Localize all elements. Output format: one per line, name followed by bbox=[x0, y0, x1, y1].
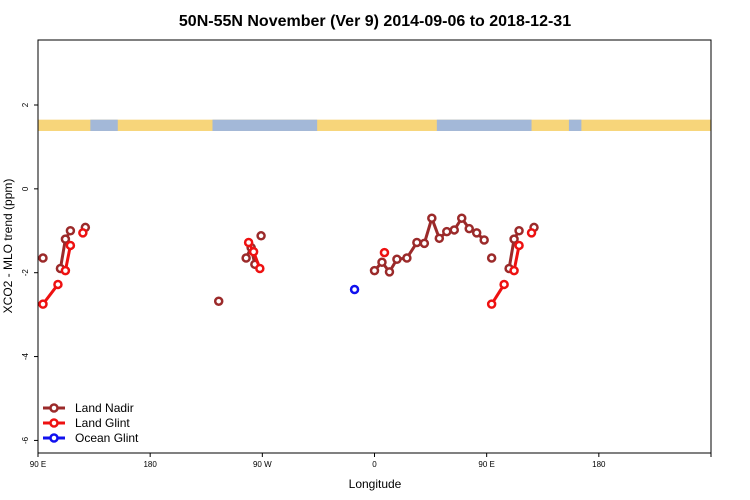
data-point bbox=[377, 257, 387, 267]
data-point bbox=[434, 233, 445, 244]
y-tick-label: -6 bbox=[21, 436, 30, 444]
data-point bbox=[38, 253, 48, 263]
data-point bbox=[471, 228, 482, 238]
y-axis-label: XCO2 - MLO trend (ppm) bbox=[1, 179, 15, 314]
data-point bbox=[349, 284, 360, 295]
y-axis: 2 0 -2 -4 -6 bbox=[21, 102, 38, 444]
data-point bbox=[392, 254, 402, 265]
x-tick-label: 90 E bbox=[478, 460, 494, 469]
data-point bbox=[256, 231, 266, 241]
ocean-band-2 bbox=[436, 119, 532, 131]
data-point bbox=[60, 265, 71, 276]
data-point bbox=[449, 225, 460, 235]
legend-label: Ocean Glint bbox=[75, 431, 139, 445]
y-tick-label: 2 bbox=[21, 102, 30, 107]
x-tick-label: 0 bbox=[372, 460, 377, 469]
data-point bbox=[379, 247, 390, 258]
data-point bbox=[255, 263, 265, 274]
data-point bbox=[486, 253, 497, 263]
legend-label: Land Glint bbox=[75, 416, 130, 430]
land-band bbox=[38, 119, 711, 131]
ocean-band-1 bbox=[212, 119, 318, 131]
data-point bbox=[419, 238, 430, 249]
data-point bbox=[456, 213, 467, 223]
y-tick-label: 0 bbox=[21, 186, 30, 191]
data-point bbox=[427, 213, 437, 223]
x-tick-label: 90 E bbox=[30, 460, 46, 469]
data-point bbox=[78, 228, 88, 238]
data-point bbox=[509, 265, 519, 276]
data-point bbox=[464, 223, 474, 234]
land-ocean-mask-band bbox=[38, 119, 711, 131]
data-point bbox=[241, 253, 251, 263]
x-axis: 90 E 180 90 W 0 90 E 180 bbox=[30, 453, 712, 469]
series-ocean-glint bbox=[349, 284, 360, 295]
x-axis-label: Longitude bbox=[349, 477, 402, 491]
x-tick-label: 180 bbox=[143, 460, 157, 469]
data-point bbox=[369, 265, 380, 276]
data-point bbox=[499, 279, 509, 290]
data-point bbox=[65, 226, 76, 236]
legend-label: Land Nadir bbox=[75, 401, 134, 415]
legend-swatch-marker bbox=[49, 418, 59, 428]
plot-frame bbox=[37, 39, 712, 454]
data-point bbox=[526, 228, 537, 238]
legend-item-ocean-glint: Ocean Glint bbox=[43, 431, 139, 445]
data-point bbox=[442, 226, 452, 237]
series-land-glint bbox=[38, 228, 537, 309]
chart-title: 50N-55N November (Ver 9) 2014-09-06 to 2… bbox=[179, 13, 571, 30]
data-point bbox=[486, 299, 497, 309]
y-tick-label: -2 bbox=[21, 269, 30, 277]
data-point bbox=[213, 296, 224, 306]
legend-item-land-nadir: Land Nadir bbox=[43, 401, 134, 415]
series-layer bbox=[38, 213, 539, 309]
data-point bbox=[514, 226, 524, 236]
legend-item-land-glint: Land Glint bbox=[43, 416, 130, 430]
ocean-band-0 bbox=[90, 119, 118, 131]
y-tick-label: -4 bbox=[21, 352, 30, 360]
data-point bbox=[509, 234, 519, 244]
data-point bbox=[479, 235, 489, 245]
data-point bbox=[38, 299, 48, 309]
series-land-nadir bbox=[38, 213, 539, 306]
data-point bbox=[384, 267, 395, 277]
data-point bbox=[60, 234, 71, 244]
data-point bbox=[65, 240, 76, 251]
x-tick-label: 90 W bbox=[253, 460, 272, 469]
legend-swatch-marker bbox=[49, 403, 59, 413]
data-point bbox=[402, 253, 412, 263]
data-point bbox=[248, 246, 259, 257]
ocean-band-3 bbox=[568, 119, 582, 131]
legend-swatch-marker bbox=[49, 433, 59, 443]
data-point bbox=[53, 279, 63, 290]
data-point bbox=[243, 237, 254, 248]
data-point bbox=[514, 240, 524, 251]
data-point bbox=[412, 237, 422, 248]
x-tick-label: 180 bbox=[592, 460, 606, 469]
